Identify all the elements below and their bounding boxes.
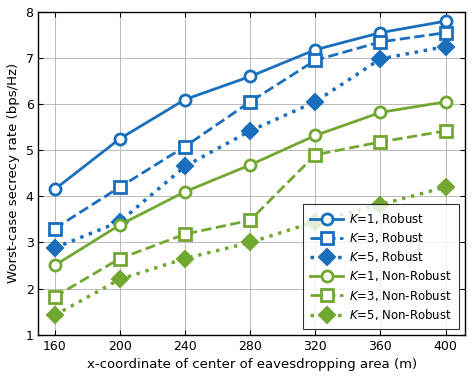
Legend: $K$=1, Robust, $K$=3, Robust, $K$=5, Robust, $K$=1, Non-Robust, $K$=3, Non-Robus: $K$=1, Robust, $K$=3, Robust, $K$=5, Rob… (303, 204, 459, 329)
X-axis label: x-coordinate of center of eavesdropping area (m): x-coordinate of center of eavesdropping … (87, 358, 417, 371)
Y-axis label: Worst-case secrecy rate (bps/Hz): Worst-case secrecy rate (bps/Hz) (7, 63, 20, 284)
